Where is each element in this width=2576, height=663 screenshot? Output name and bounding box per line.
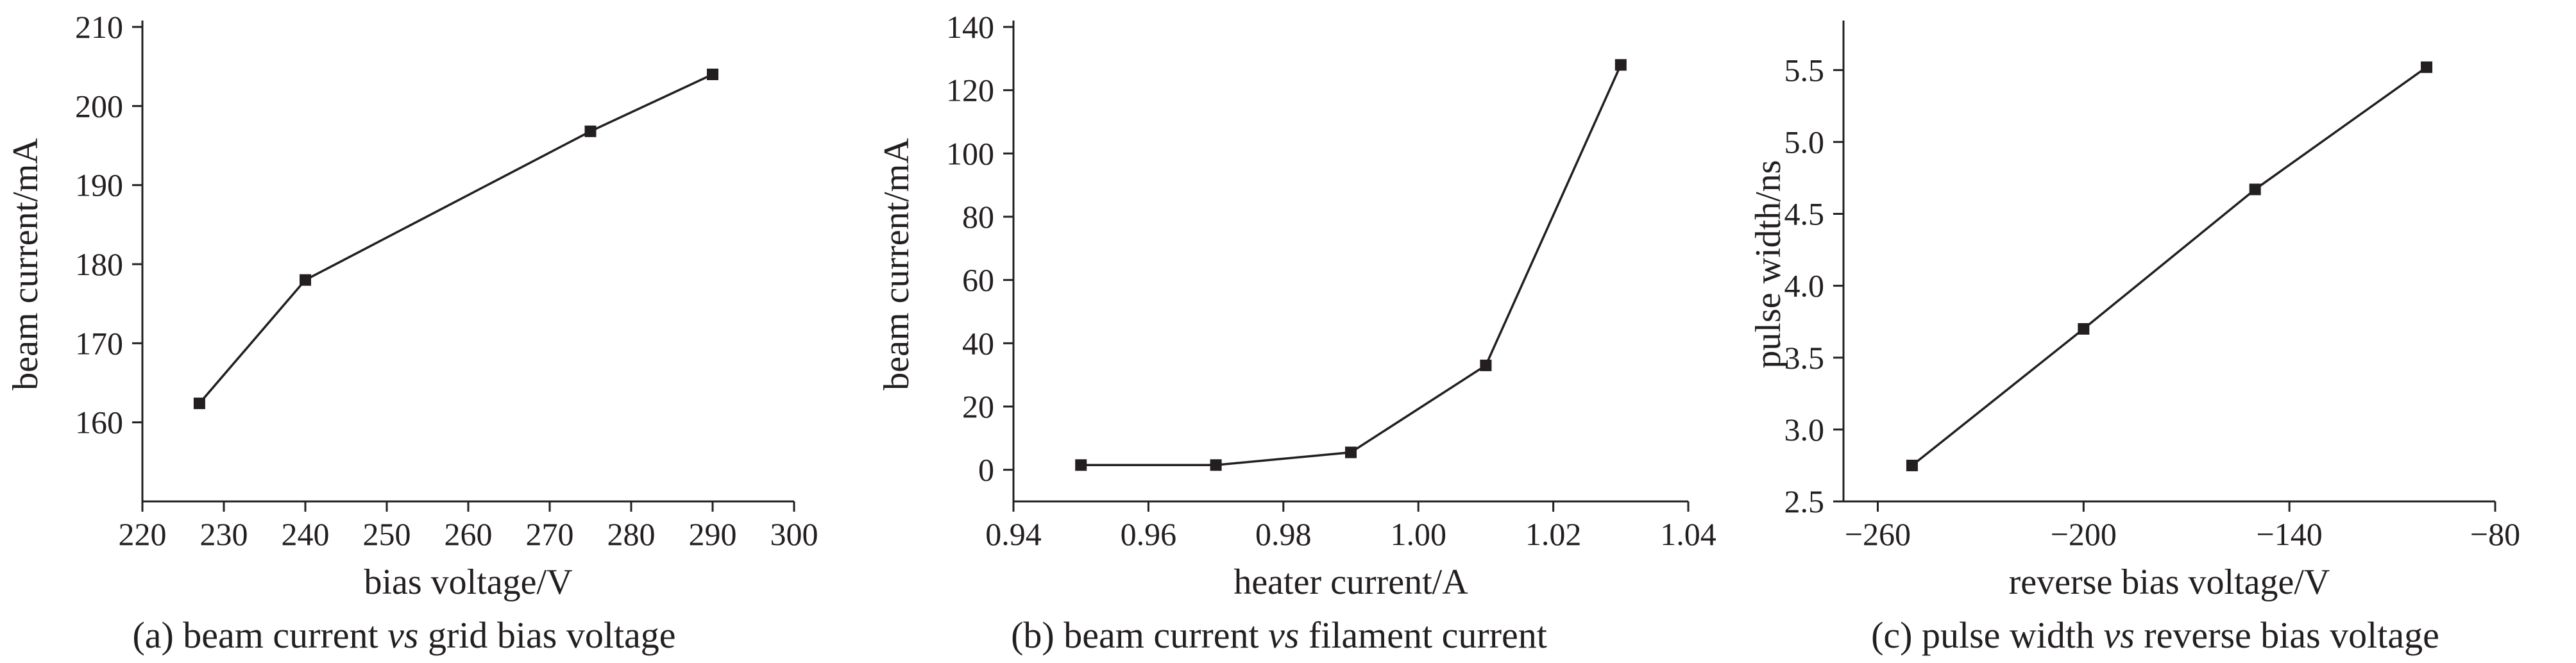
x-tick-label: 300 [770, 516, 818, 552]
data-point [1480, 359, 1492, 371]
x-tick-label: 1.00 [1390, 516, 1446, 552]
data-point [300, 274, 311, 286]
x-tick-label: 1.04 [1660, 516, 1716, 552]
panel-caption: (a) beam current vs grid bias voltage [132, 614, 675, 656]
x-tick-label: −260 [1845, 516, 1911, 552]
panel-b: 0.94 0.96 0.98 1.00 1.02 1.04 0 20 40 60 80 100 120 1… [877, 9, 1716, 656]
y-tick-label: 20 [962, 389, 994, 424]
y-tick-label: 4.0 [1784, 268, 1825, 304]
y-tick-label: 160 [75, 405, 123, 441]
data-point [1210, 459, 1222, 471]
y-tick-label: 3.5 [1784, 340, 1825, 376]
x-tick-label: 260 [445, 516, 493, 552]
x-tick-label: 240 [282, 516, 330, 552]
caption-prefix: (a) beam current [132, 614, 387, 656]
x-tick-label: 220 [119, 516, 167, 552]
y-tick-label: 190 [75, 167, 123, 203]
data-point [1614, 59, 1627, 71]
x-tick-label: 270 [526, 516, 574, 552]
caption-vs: vs [387, 614, 418, 656]
x-tick-label: 290 [689, 516, 737, 552]
x-tick-label: −140 [2257, 516, 2323, 552]
x-tick-label: 0.98 [1255, 516, 1312, 552]
data-point [2249, 183, 2261, 196]
series-line [1081, 64, 1622, 467]
caption-prefix: (c) pulse width [1871, 614, 2103, 656]
caption-vs: vs [2104, 614, 2135, 656]
panel-caption: (b) beam current vs filament current [1011, 614, 1547, 656]
y-tick-label: 40 [962, 325, 994, 361]
x-tick-label: 280 [607, 516, 656, 552]
y-tick-label: 3.0 [1784, 412, 1825, 448]
y-tick-label: 2.5 [1784, 483, 1825, 519]
y-tick-label: 100 [946, 135, 994, 171]
x-tick-label: −200 [2051, 516, 2117, 552]
y-tick-label: 60 [962, 262, 994, 298]
data-point [1075, 459, 1087, 471]
data-point [707, 69, 718, 80]
x-axis-label: bias voltage/V [364, 562, 572, 602]
y-axis-label: beam current/mA [877, 138, 917, 390]
y-tick-label: 5.0 [1784, 124, 1825, 160]
y-tick-label: 170 [75, 325, 123, 361]
data-point [1906, 459, 1918, 471]
series-line [198, 73, 713, 405]
y-tick-label: 80 [962, 199, 994, 235]
x-tick-label: 0.96 [1121, 516, 1177, 552]
caption-prefix: (b) beam current [1011, 614, 1268, 656]
series-line [1911, 66, 2428, 467]
y-axis-label: beam current/mA [6, 138, 46, 390]
caption-suffix: filament current [1299, 614, 1547, 656]
caption-suffix: grid bias voltage [418, 614, 675, 656]
x-axis-label: heater current/A [1233, 562, 1468, 602]
y-tick-label: 210 [75, 9, 123, 45]
data-point [2078, 323, 2090, 335]
data-point [193, 398, 205, 410]
x-axis-label: reverse bias voltage/V [2009, 562, 2330, 602]
x-tick-label: 1.02 [1525, 516, 1582, 552]
y-axis-label: pulse width/ns [1749, 160, 1788, 368]
x-tick-label: −80 [2470, 516, 2520, 552]
y-tick-label: 0 [978, 452, 994, 488]
data-point [1345, 446, 1357, 458]
data-point [2421, 61, 2433, 73]
y-tick-label: 180 [75, 246, 123, 282]
y-tick-label: 200 [75, 88, 123, 124]
y-tick-label: 120 [946, 72, 994, 108]
caption-suffix: reverse bias voltage [2135, 614, 2439, 656]
panel-caption: (c) pulse width vs reverse bias voltage [1871, 614, 2439, 656]
data-point [584, 125, 597, 137]
x-tick-label: 230 [200, 516, 248, 552]
caption-vs: vs [1268, 614, 1299, 656]
y-tick-label: 5.5 [1784, 52, 1825, 88]
panel-a: 220 230 240 250 260 270 280 290 300 160 170 180 190 2… [6, 9, 818, 656]
y-tick-label: 140 [946, 9, 994, 45]
x-tick-label: 250 [363, 516, 411, 552]
y-tick-label: 4.5 [1784, 196, 1825, 232]
panel-c: −260 −200 −140 −80 2.5 3.0 3.5 4.0 4.5 5.0 5.5 reve… [1749, 21, 2520, 656]
x-tick-label: 0.94 [985, 516, 1042, 552]
